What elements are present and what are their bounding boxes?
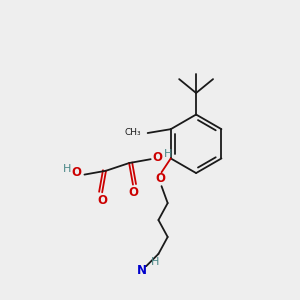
Text: CH₃: CH₃ (125, 128, 142, 137)
Text: O: O (72, 166, 82, 179)
Text: O: O (128, 186, 138, 199)
Text: H: H (164, 149, 172, 159)
Text: O: O (97, 194, 107, 206)
Text: O: O (156, 172, 166, 185)
Text: H: H (151, 256, 160, 267)
Text: N: N (136, 264, 146, 277)
Text: O: O (153, 151, 163, 164)
Text: H: H (63, 164, 72, 174)
